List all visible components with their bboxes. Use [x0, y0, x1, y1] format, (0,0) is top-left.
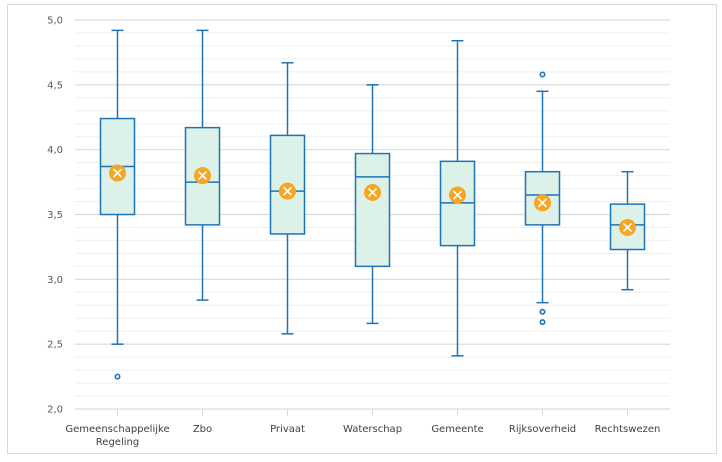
y-tick-label: 2,0 [47, 405, 63, 416]
mean-x-icon [452, 190, 463, 200]
mean-x-icon [622, 222, 633, 233]
mean-x-icon [282, 186, 293, 196]
box-gemeente [439, 39, 476, 357]
outlier-point [539, 71, 546, 78]
y-tick-label: 3,5 [47, 210, 63, 221]
box-rechtswezen [609, 170, 646, 291]
mean-x-icon [197, 171, 208, 181]
x-category-label: Privaat [270, 424, 305, 435]
outlier-point [114, 373, 121, 380]
y-tick-label: 5,0 [47, 16, 63, 27]
box-rijksoverheid [524, 71, 561, 326]
box-waterschap [354, 84, 391, 325]
y-axis: 2,0 2,5 3,0 3,5 4,0 4,5 5,0 [47, 16, 63, 416]
y-tick-label: 3,0 [47, 275, 63, 286]
x-category-label: Gemeenschappelijke [65, 424, 169, 435]
outlier-point [539, 308, 546, 315]
outlier-point [539, 319, 546, 326]
iqr-box [354, 152, 391, 268]
x-axis: Gemeenschappelijke Regeling Zbo Privaat Wate… [65, 409, 660, 448]
box-gemeenschappelijke-regeling [99, 29, 136, 380]
y-tick-label: 2,5 [47, 340, 63, 351]
x-category-label: Gemeente [431, 424, 483, 435]
x-category-label: Regeling [96, 437, 139, 448]
x-category-label: Rijksoverheid [509, 424, 576, 435]
x-category-label: Zbo [193, 424, 212, 435]
y-tick-label: 4,5 [47, 80, 63, 91]
mean-x-icon [367, 187, 378, 198]
box-privaat [269, 62, 306, 335]
x-category-label: Rechtswezen [595, 424, 661, 435]
x-category-label: Waterschap [343, 424, 402, 435]
y-tick-label: 4,0 [47, 145, 63, 156]
box-series [99, 29, 646, 380]
box-zbo [184, 29, 221, 301]
mean-x-icon [112, 168, 123, 178]
mean-x-icon [537, 198, 548, 208]
